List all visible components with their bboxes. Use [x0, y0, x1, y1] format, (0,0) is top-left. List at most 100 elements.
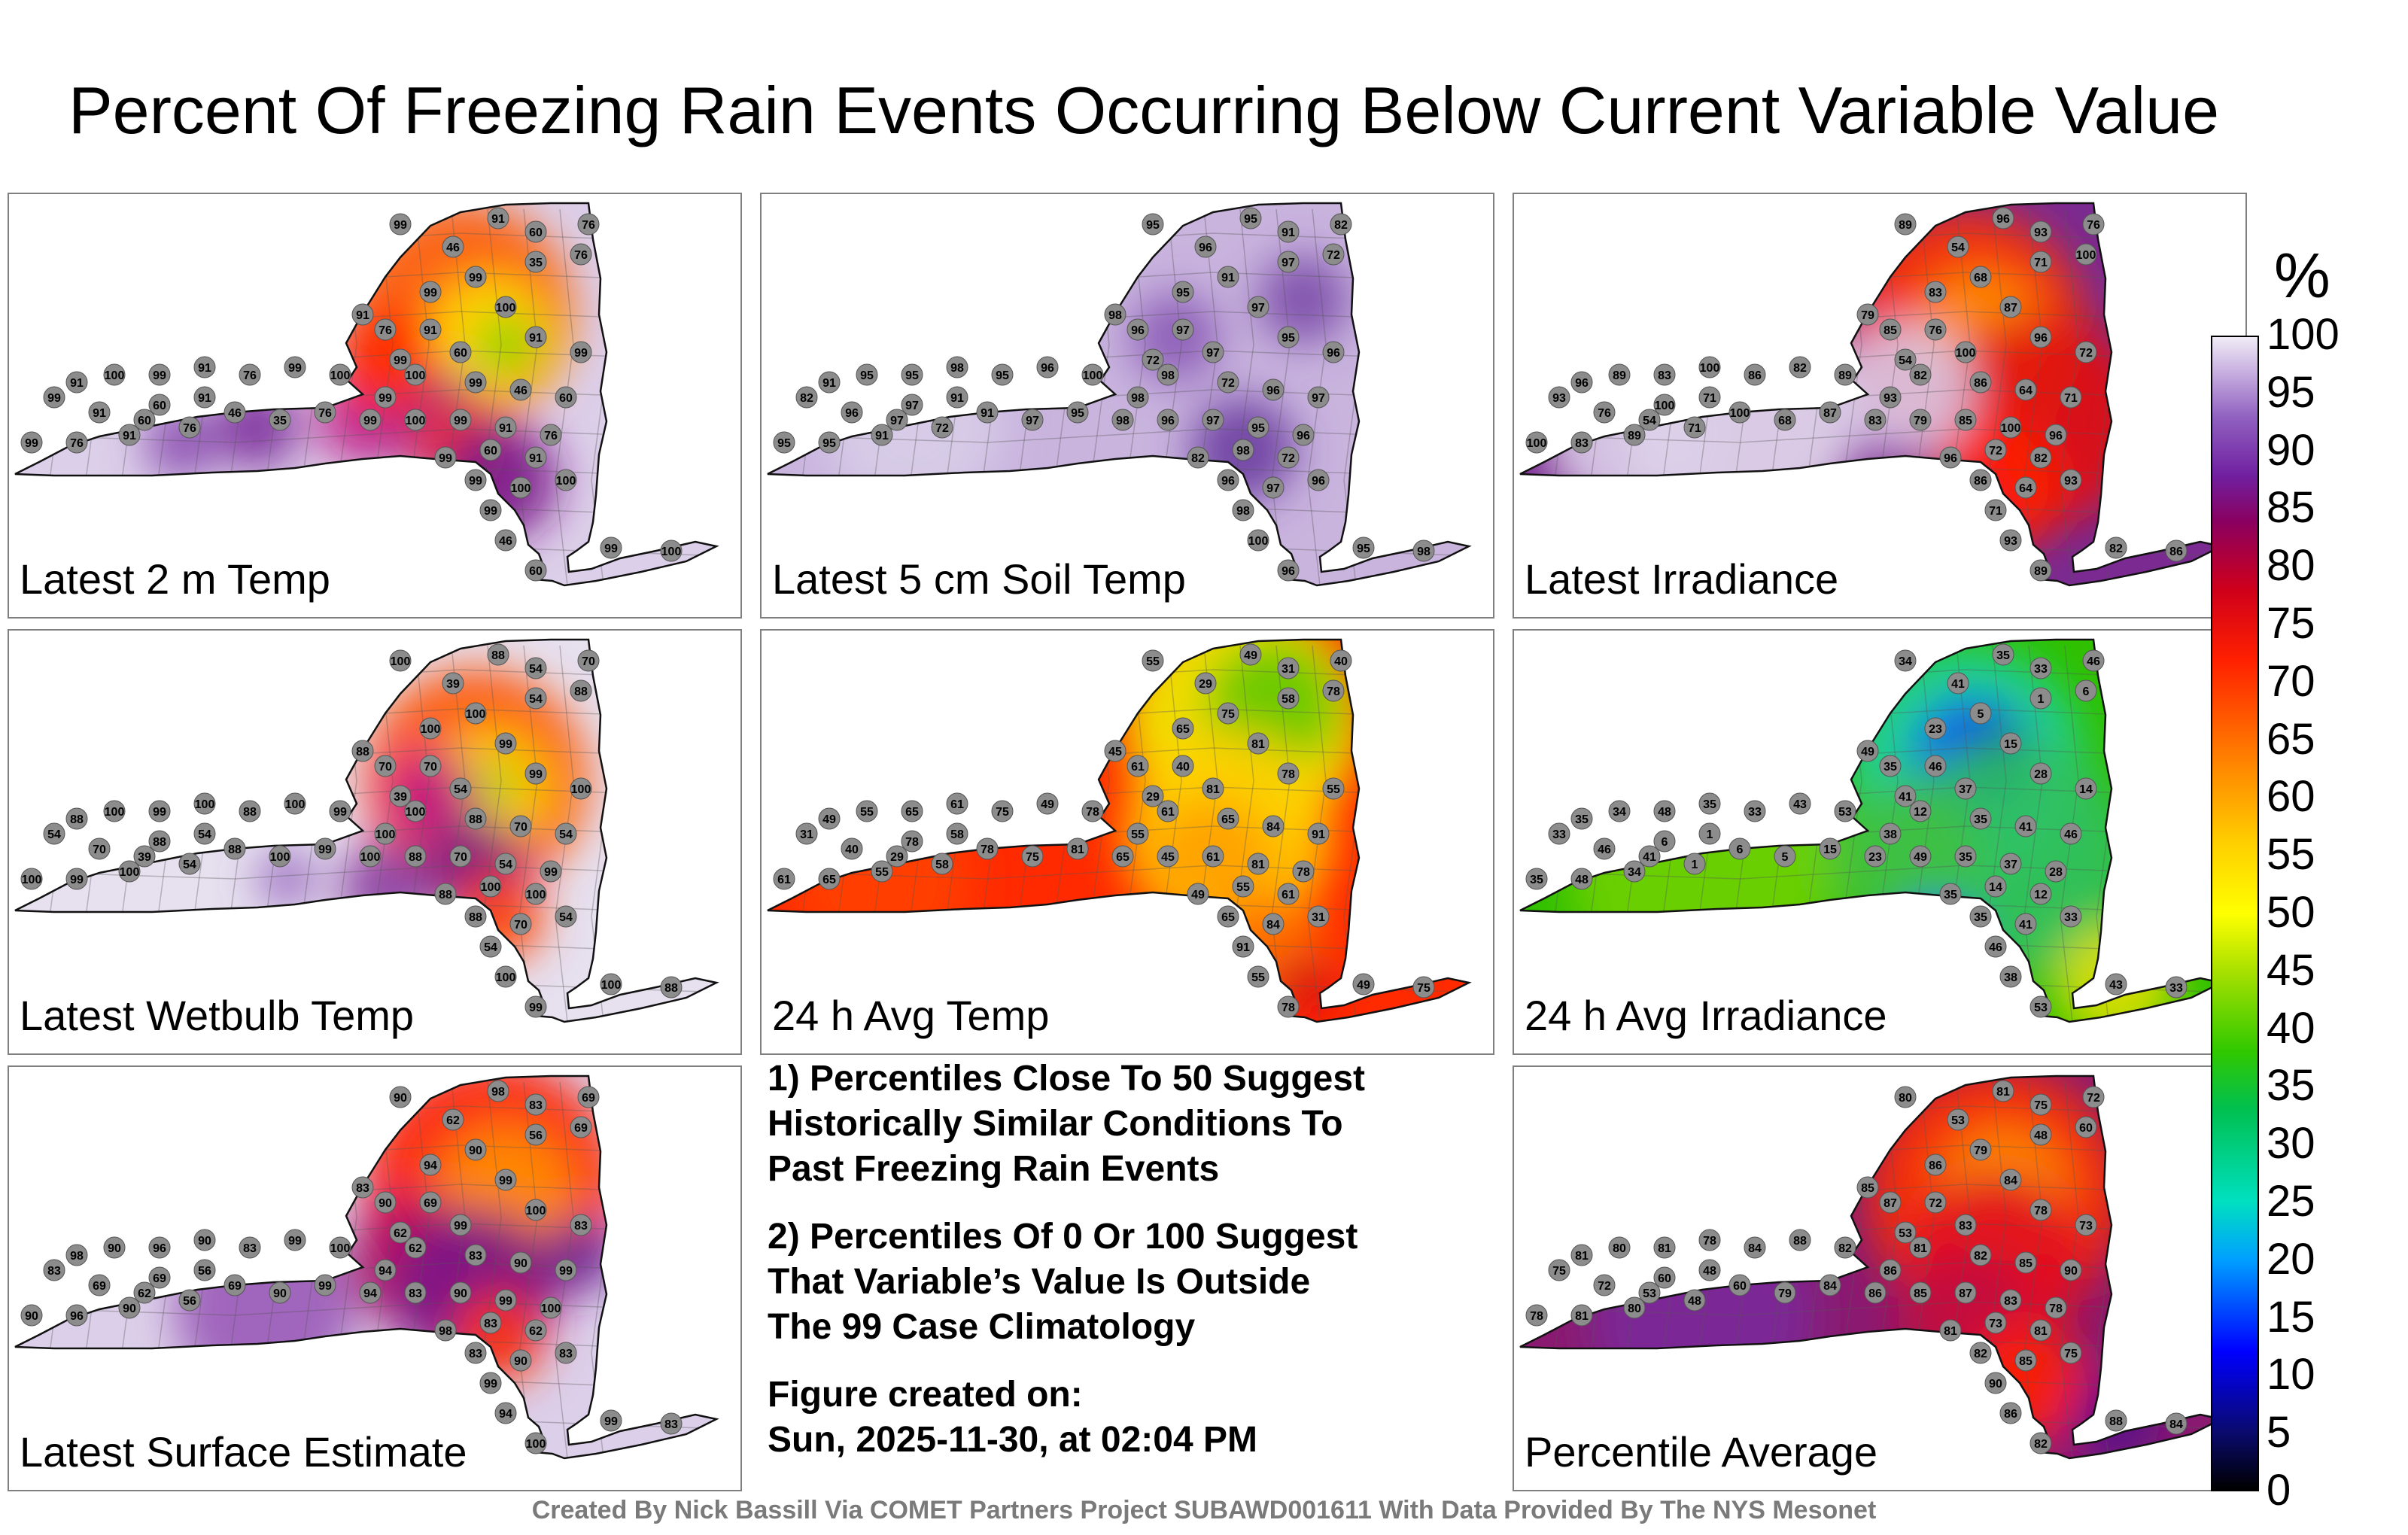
station-value: 29 — [890, 851, 904, 864]
station-marker: 38 — [1999, 965, 2022, 988]
station-marker: 94 — [419, 1154, 442, 1176]
station-dot — [284, 792, 306, 815]
station-marker: 40 — [1172, 755, 1194, 777]
station-marker: 100 — [269, 845, 291, 868]
station-dot — [1570, 868, 1593, 890]
station-marker: 79 — [1969, 1138, 1992, 1161]
station-dot — [818, 868, 841, 890]
station-value: 35 — [1703, 798, 1716, 811]
station-marker: 14 — [1984, 875, 2007, 898]
station-value: 80 — [1613, 1242, 1626, 1255]
station-dot — [389, 1086, 412, 1108]
station-value: 1 — [1707, 828, 1713, 841]
station-marker: 90 — [449, 1281, 472, 1304]
station-value: 82 — [1974, 1250, 1987, 1263]
station-value: 73 — [2079, 1220, 2093, 1233]
station-marker: 62 — [404, 1236, 427, 1259]
station-value: 49 — [1357, 979, 1370, 992]
county-line — [1590, 645, 1610, 1022]
station-dot — [1570, 807, 1593, 830]
county-line — [1735, 208, 1754, 585]
station-marker: 82 — [2029, 446, 2052, 469]
station-marker: 96 — [1126, 318, 1149, 341]
station-marker: 83 — [351, 1176, 374, 1199]
county-line — [1018, 645, 1038, 1022]
station-marker: 91 — [487, 207, 509, 229]
station-dot — [1232, 935, 1254, 958]
station-marker: 83 — [524, 1093, 547, 1116]
station-dot — [1081, 800, 1104, 822]
station-dot — [1728, 837, 1751, 860]
station-dot — [1638, 1281, 1661, 1304]
station-dot — [487, 643, 509, 666]
state-outline — [1519, 638, 2224, 1023]
station-dot — [1947, 1108, 1969, 1131]
station-dot — [1698, 386, 1721, 409]
station-dot — [20, 1304, 43, 1327]
station-marker: 100 — [404, 800, 427, 822]
station-dot — [1307, 386, 1330, 409]
station-value: 60 — [138, 415, 151, 427]
station-marker: 72 — [1277, 446, 1300, 469]
county-line — [230, 1081, 249, 1458]
station-marker: 99 — [479, 1372, 502, 1394]
station-dot — [2014, 815, 2037, 837]
station-marker: 91 — [351, 303, 374, 326]
station-marker: 89 — [1834, 363, 1856, 386]
station-value: 80 — [1628, 1302, 1641, 1315]
county-line — [1626, 208, 1646, 585]
station-marker: 62 — [442, 1108, 464, 1131]
station-value: 98 — [1236, 445, 1250, 457]
station-dot — [1924, 1154, 1947, 1176]
station-dot — [1638, 409, 1661, 431]
station-dot — [1322, 679, 1345, 702]
station-marker: 12 — [2029, 883, 2052, 905]
station-dot — [1683, 853, 1706, 875]
station-value: 49 — [1191, 889, 1205, 901]
station-value: 96 — [1041, 362, 1054, 375]
county-line — [1807, 208, 1826, 585]
station-value: 91 — [875, 430, 889, 442]
station-marker: 70 — [509, 913, 532, 935]
station-marker: 90 — [374, 1191, 397, 1214]
station-value: 91 — [499, 422, 512, 435]
station-value: 83 — [409, 1287, 422, 1300]
station-dot — [1894, 213, 1917, 236]
station-dot — [43, 1259, 65, 1281]
station-marker: 97 — [1202, 409, 1224, 431]
station-marker: 100 — [524, 883, 547, 905]
station-value: 100 — [526, 1205, 546, 1217]
station-dot — [464, 371, 487, 394]
station-marker: 81 — [1247, 732, 1269, 755]
station-value: 99 — [499, 1295, 512, 1308]
county-line — [768, 233, 1469, 248]
station-marker: 83 — [1570, 431, 1593, 454]
county-line — [1735, 645, 1754, 1022]
colorbar-tick-label: 15 — [2267, 1292, 2315, 1342]
station-value: 69 — [93, 1280, 106, 1293]
station-value: 89 — [2034, 565, 2048, 578]
station-marker: 46 — [2082, 649, 2105, 672]
station-marker: 88 — [65, 807, 88, 830]
station-marker: 35 — [1954, 845, 1977, 868]
station-value: 82 — [1838, 1242, 1852, 1255]
station-dot — [269, 845, 291, 868]
station-dot — [1879, 755, 1902, 777]
county-line — [838, 645, 857, 1022]
station-value: 1 — [2038, 693, 2045, 706]
station-value: 76 — [1598, 407, 1611, 420]
station-dot — [389, 649, 412, 672]
station-value: 78 — [905, 836, 919, 849]
map-panel-24h-avg-irradiance: 34 35 33 46 41 1 6 5 15 23 49 35 37 28 14 12 35 41 46 38 53 4… — [1513, 629, 2247, 1055]
station-marker: 6 — [2075, 679, 2097, 702]
station-value: 45 — [1161, 851, 1175, 864]
station-marker: 71 — [2060, 386, 2082, 409]
station-dot — [1856, 740, 1879, 762]
station-dot — [1593, 401, 1616, 424]
station-dot — [314, 837, 336, 860]
station-value: 97 — [1266, 482, 1280, 495]
station-marker: 78 — [1698, 1229, 1721, 1251]
station-value: 1 — [1692, 859, 1698, 871]
station-dot — [419, 1154, 442, 1176]
station-dot — [1277, 657, 1300, 679]
